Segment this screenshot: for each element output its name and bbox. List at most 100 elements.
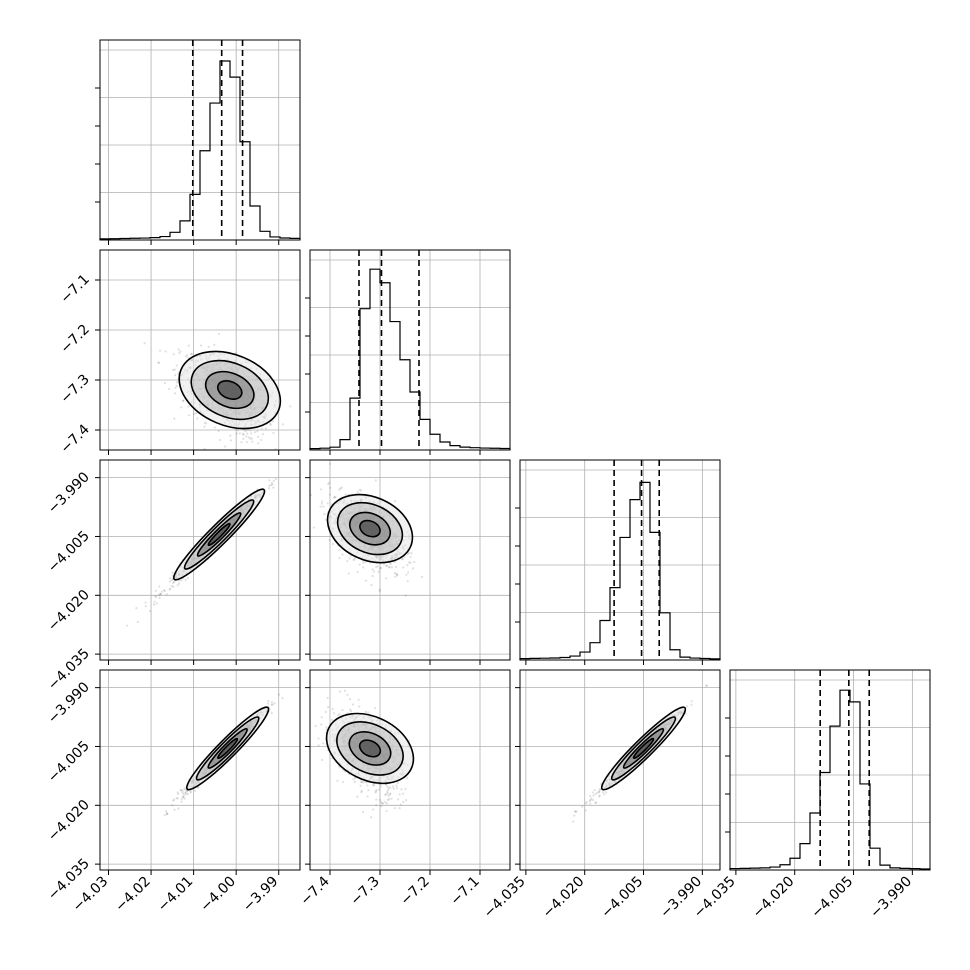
sample-point xyxy=(394,575,397,578)
sample-point xyxy=(277,693,281,696)
sample-point xyxy=(374,791,377,794)
sample-point xyxy=(189,352,193,355)
sample-point xyxy=(218,332,221,335)
sample-point xyxy=(178,352,181,355)
sample-point xyxy=(153,603,156,606)
sample-point xyxy=(378,798,382,802)
sample-point xyxy=(173,374,177,377)
sample-point xyxy=(338,713,341,716)
sample-point xyxy=(404,799,408,802)
sample-point xyxy=(177,807,180,810)
sample-point xyxy=(398,807,401,810)
sample-point xyxy=(136,620,140,624)
contour-3 xyxy=(178,350,282,430)
sample-point xyxy=(196,417,199,420)
sample-point xyxy=(172,799,175,802)
sample-point xyxy=(217,429,220,433)
sample-point xyxy=(168,580,172,583)
sample-point xyxy=(154,595,157,598)
sample-point xyxy=(314,724,317,728)
sample-point xyxy=(245,435,248,438)
sample-point xyxy=(213,343,216,346)
sample-point xyxy=(126,624,129,627)
sample-point xyxy=(176,797,179,800)
pair-panel-3-2 xyxy=(515,669,721,875)
sample-point xyxy=(158,596,161,599)
sample-point xyxy=(331,542,335,546)
sample-point xyxy=(172,368,175,371)
sample-point xyxy=(183,787,186,790)
sample-point xyxy=(356,570,359,574)
sample-point xyxy=(370,816,373,819)
sample-point xyxy=(169,587,172,590)
pair-panel-3-0 xyxy=(95,669,301,875)
sample-point xyxy=(180,800,183,803)
sample-point xyxy=(143,342,146,345)
sample-point xyxy=(173,417,176,420)
sample-point xyxy=(185,354,189,357)
sample-point xyxy=(379,566,383,570)
sample-point xyxy=(155,602,158,605)
sample-point xyxy=(366,795,369,798)
pair-panel-2-0 xyxy=(95,459,301,665)
sample-point xyxy=(367,711,370,714)
sample-point xyxy=(177,348,180,351)
sample-point xyxy=(246,432,249,435)
sample-point xyxy=(370,584,373,587)
sample-point xyxy=(380,805,383,808)
sample-point xyxy=(165,810,168,813)
sample-point xyxy=(271,420,274,423)
sample-point xyxy=(375,798,378,801)
hist-panel-2 xyxy=(515,459,721,665)
sample-point xyxy=(384,793,387,796)
sample-point xyxy=(338,549,341,552)
sample-point xyxy=(330,718,334,722)
sample-point xyxy=(176,792,180,796)
hist-panel-0 xyxy=(95,39,301,245)
sample-point xyxy=(144,601,147,604)
sample-point xyxy=(341,708,344,712)
sample-point xyxy=(168,387,171,391)
sample-point xyxy=(341,553,344,556)
sample-point xyxy=(260,438,263,442)
sample-point xyxy=(367,789,370,792)
pair-grid xyxy=(100,460,300,660)
sample-point xyxy=(253,431,256,434)
sample-point xyxy=(325,726,328,729)
sample-point xyxy=(338,556,341,560)
sample-point xyxy=(179,350,182,353)
sample-point xyxy=(333,712,336,715)
sample-point xyxy=(404,594,407,597)
sample-point xyxy=(396,781,399,785)
sample-point xyxy=(175,364,178,367)
sample-point xyxy=(387,565,390,568)
sample-point xyxy=(163,589,166,592)
sample-point xyxy=(247,436,250,439)
sample-point xyxy=(364,710,368,713)
sample-point xyxy=(270,481,273,485)
sample-point xyxy=(353,780,356,784)
sample-point xyxy=(157,361,160,364)
sample-point xyxy=(406,564,409,567)
sample-point xyxy=(163,381,167,385)
sample-point xyxy=(356,795,359,798)
sample-point xyxy=(187,405,190,408)
contour-1 xyxy=(204,370,255,410)
sample-point xyxy=(371,574,374,578)
sample-point xyxy=(250,432,253,435)
sample-point xyxy=(352,558,355,562)
sample-point xyxy=(241,432,245,435)
sample-point xyxy=(186,577,190,580)
sample-point xyxy=(235,432,238,435)
sample-point xyxy=(264,427,268,430)
sample-point xyxy=(344,493,347,496)
sample-point xyxy=(375,804,378,807)
sample-point xyxy=(182,399,185,402)
sample-point xyxy=(387,798,391,801)
sample-point xyxy=(236,429,240,432)
sample-point xyxy=(187,344,190,347)
sample-point xyxy=(405,573,408,576)
sample-point xyxy=(362,781,365,784)
sample-point xyxy=(190,352,194,356)
sample-point xyxy=(388,786,392,789)
